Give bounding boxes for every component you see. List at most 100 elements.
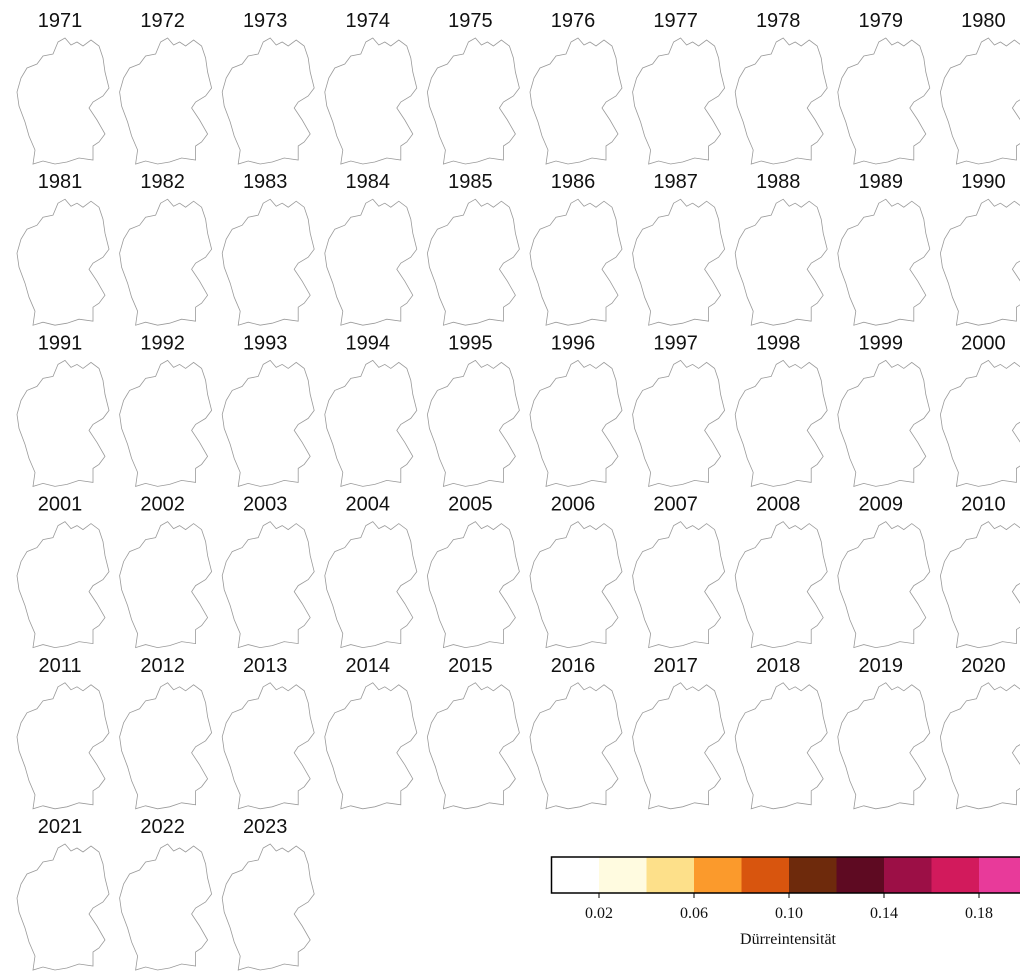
germany-map [427, 360, 519, 486]
year-label: 1988 [756, 171, 801, 193]
year-label: 2010 [961, 494, 1006, 516]
year-label: 2011 [38, 655, 81, 677]
germany-map [17, 38, 109, 164]
year-label: 2001 [38, 494, 83, 516]
colorbar-tick-label: 0.06 [680, 905, 708, 922]
year-label: 1999 [859, 332, 904, 354]
year-label: 1998 [756, 332, 801, 354]
germany-map [222, 522, 314, 648]
year-label: 1976 [551, 10, 596, 32]
germany-map [940, 38, 1020, 164]
colorbar-bin [599, 857, 647, 893]
year-label: 1977 [653, 10, 698, 32]
germany-map [222, 38, 314, 164]
germany-map [120, 360, 212, 486]
germany-map [325, 522, 417, 648]
year-label: 2020 [961, 655, 1006, 677]
germany-map [735, 522, 827, 648]
year-label: 2002 [140, 494, 185, 516]
year-label: 1982 [140, 171, 185, 193]
germany-map [633, 38, 725, 164]
germany-map [735, 199, 827, 325]
colorbar-label: Dürreintensität [740, 931, 837, 948]
germany-map [530, 360, 622, 486]
year-label: 2003 [243, 494, 288, 516]
year-label: 1985 [448, 171, 493, 193]
germany-map [120, 522, 212, 648]
germany-map [633, 522, 725, 648]
germany-map [838, 360, 930, 486]
germany-map [530, 38, 622, 164]
colorbar-tick-label: 0.14 [870, 905, 898, 922]
germany-map [735, 38, 827, 164]
year-label: 1984 [346, 171, 391, 193]
germany-map [427, 199, 519, 325]
year-label: 1986 [551, 171, 596, 193]
year-label: 1987 [653, 171, 698, 193]
colorbar-tick-label: 0.02 [585, 905, 613, 922]
germany-map [222, 683, 314, 809]
colorbar-bin [694, 857, 742, 893]
year-label: 1992 [140, 332, 185, 354]
year-label: 2015 [448, 655, 493, 677]
year-label: 1971 [38, 10, 83, 32]
germany-map [633, 199, 725, 325]
germany-map [17, 522, 109, 648]
germany-map [325, 683, 417, 809]
figure: 1971197219731974197519761977197819791980… [0, 0, 1020, 976]
year-label: 1997 [653, 332, 698, 354]
germany-map [530, 683, 622, 809]
year-label: 1978 [756, 10, 801, 32]
germany-map [530, 199, 622, 325]
germany-map [17, 360, 109, 486]
year-label: 2018 [756, 655, 801, 677]
colorbar-bin [742, 857, 790, 893]
year-label: 1973 [243, 10, 288, 32]
germany-map [325, 199, 417, 325]
year-label: 1991 [38, 332, 83, 354]
year-label: 1994 [346, 332, 391, 354]
year-label: 1990 [961, 171, 1006, 193]
year-label: 2016 [551, 655, 596, 677]
germany-map [940, 683, 1020, 809]
germany-map [940, 522, 1020, 648]
germany-map [222, 360, 314, 486]
colorbar-bin [789, 857, 837, 893]
germany-map [838, 38, 930, 164]
colorbar-bin [932, 857, 980, 893]
year-label: 1981 [38, 171, 83, 193]
year-label: 2007 [653, 494, 698, 516]
year-label: 1989 [859, 171, 904, 193]
germany-map [17, 199, 109, 325]
year-label: 2008 [756, 494, 801, 516]
germany-map [427, 683, 519, 809]
year-label: 2013 [243, 655, 288, 677]
year-label: 2017 [653, 655, 698, 677]
year-label: 1972 [140, 10, 185, 32]
year-label: 1980 [961, 10, 1006, 32]
germany-map [325, 360, 417, 486]
germany-map [940, 360, 1020, 486]
germany-map [120, 199, 212, 325]
germany-map [838, 683, 930, 809]
germany-map [633, 360, 725, 486]
year-label: 1996 [551, 332, 596, 354]
germany-map [838, 522, 930, 648]
year-label: 2009 [859, 494, 904, 516]
germany-map [633, 683, 725, 809]
year-label: 2021 [38, 816, 83, 838]
page: {"years": ["1971","1972","1973","1974","… [0, 0, 1020, 976]
germany-map [222, 199, 314, 325]
colorbar-tick-label: 0.10 [775, 905, 803, 922]
germany-map [17, 844, 109, 970]
year-label: 2023 [243, 816, 288, 838]
germany-map [120, 844, 212, 970]
germany-map [838, 199, 930, 325]
year-label: 2004 [346, 494, 391, 516]
colorbar-bin [884, 857, 932, 893]
year-label: 1993 [243, 332, 288, 354]
year-label: 2014 [346, 655, 391, 677]
germany-map [427, 522, 519, 648]
